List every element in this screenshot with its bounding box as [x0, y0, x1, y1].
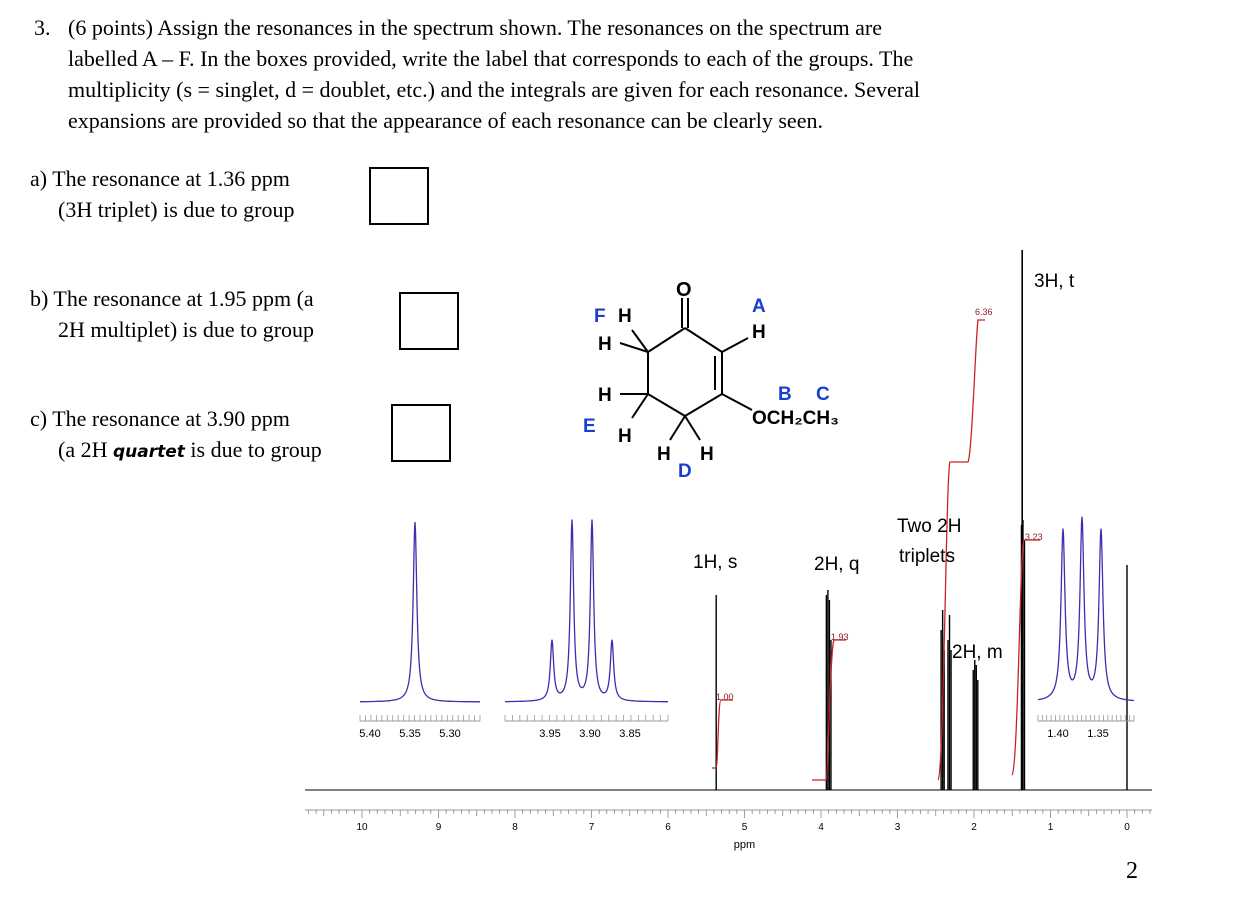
ppm-tick-label: 10	[356, 822, 368, 833]
question-line-1: (6 points) Assign the resonances in the …	[68, 15, 882, 40]
integral-value-4: 3.23	[1025, 532, 1043, 542]
expansion-tick-label: 5.30	[439, 728, 460, 740]
part-a-line-1: a) The resonance at 1.36 ppm	[30, 166, 290, 191]
expansion-tick-label: 3.95	[539, 728, 560, 740]
ppm-tick-label: 9	[436, 822, 442, 833]
part-c-line-2-post: is due to group	[184, 437, 322, 462]
question-line-2: labelled A – F. In the boxes provided, w…	[68, 46, 914, 71]
part-b-line-1: b) The resonance at 1.95 ppm (a	[30, 286, 314, 311]
label-c: C	[816, 384, 830, 405]
annotation-two-2h: Two 2H	[897, 516, 961, 537]
ppm-tick-label: 4	[818, 822, 824, 833]
label-d: D	[678, 461, 692, 482]
h-f-2: H	[598, 334, 612, 355]
label-f: F	[594, 306, 606, 327]
annotation-3h-t: 3H, t	[1034, 271, 1075, 292]
answer-box-a[interactable]	[369, 167, 429, 225]
part-a: a) The resonance at 1.36 ppm (3H triplet…	[30, 163, 294, 225]
part-c-line-1: c) The resonance at 3.90 ppm	[30, 406, 290, 431]
ppm-tick-label: 8	[512, 822, 518, 833]
expansion-singlet	[360, 521, 480, 703]
ppm-tick-label: 2	[971, 822, 977, 833]
h-d-2: H	[700, 444, 714, 465]
answer-box-b[interactable]	[399, 292, 459, 350]
ethoxy-group: OCH₂CH₃	[752, 408, 839, 429]
expansion-tick-label: 1.40	[1047, 728, 1068, 740]
label-a: A	[752, 296, 766, 317]
integral-value-1: 1.00	[716, 692, 734, 702]
expansion-triplet	[1037, 516, 1134, 702]
h-f-1: H	[618, 306, 632, 327]
integral-curve	[712, 699, 733, 769]
h-e-2: H	[618, 426, 632, 447]
ppm-tick-label: 6	[665, 822, 671, 833]
part-b-line-2: 2H multiplet) is due to group	[58, 317, 315, 342]
annotation-triplets: triplets	[899, 546, 955, 567]
spectrum-expansions: 5.40 5.35 5.30 3.95 3.90 3.85 1.40 1.35	[359, 516, 1135, 740]
part-c-line-2-pre: (a 2H	[58, 437, 113, 462]
expansion-tick-label: 1.35	[1087, 728, 1108, 740]
question-number: 3.	[34, 15, 51, 40]
expansion-tick-label: 3.90	[579, 728, 600, 740]
annotation-2h-q: 2H, q	[814, 554, 859, 575]
integral-values: 1.00 1.93 6.36 3.23	[716, 307, 1043, 702]
part-c: c) The resonance at 3.90 ppm (a 2H quart…	[30, 403, 322, 468]
question-line-3: multiplicity (s = singlet, d = doublet, …	[68, 77, 920, 102]
ppm-tick-label: 7	[589, 822, 595, 833]
part-a-line-2: (3H triplet) is due to group	[58, 197, 295, 222]
ppm-tick-label: 5	[742, 822, 748, 833]
integral-value-2: 1.93	[831, 632, 849, 642]
part-b: b) The resonance at 1.95 ppm (a 2H multi…	[30, 283, 314, 345]
oxygen-atom: O	[676, 279, 692, 301]
integral-curve	[812, 639, 846, 781]
spectrum-annotations: 1H, s 2H, q Two 2H triplets 2H, m 3H, t	[693, 271, 1075, 663]
molecule-structure: O A H F H H H E H H H D B C OCH₂CH₃	[583, 279, 839, 482]
integral-value-3: 6.36	[975, 307, 993, 317]
h-e-1: H	[598, 385, 612, 406]
expansion-tick-label: 3.85	[619, 728, 640, 740]
label-e: E	[583, 416, 596, 437]
annotation-2h-m: 2H, m	[952, 642, 1003, 663]
label-b: B	[778, 384, 792, 405]
question-line-4: expansions are provided so that the appe…	[68, 108, 823, 133]
handwritten-quartet: quartet	[112, 442, 185, 462]
expansion-quartet	[505, 519, 668, 703]
expansion-tick-label: 5.35	[399, 728, 420, 740]
part-c-line-2: (a 2H quartet is due to group	[30, 434, 322, 468]
page-number: 2	[1126, 858, 1138, 884]
ppm-tick-label: 1	[1048, 822, 1054, 833]
answer-box-c[interactable]	[391, 404, 451, 462]
expansion-tick-label: 5.40	[359, 728, 380, 740]
ppm-tick-label: 3	[895, 822, 901, 833]
ppm-tick-label: 0	[1124, 822, 1130, 833]
integral-curve	[937, 319, 985, 781]
annotation-1h-s: 1H, s	[693, 552, 737, 573]
integral-curve	[1011, 539, 1040, 776]
question-body: (6 points) Assign the resonances in the …	[68, 12, 1208, 136]
h-d-1: H	[657, 444, 671, 465]
ppm-axis-label: ppm	[734, 839, 755, 851]
ring-bonds	[619, 298, 753, 441]
h-a: H	[752, 322, 766, 343]
